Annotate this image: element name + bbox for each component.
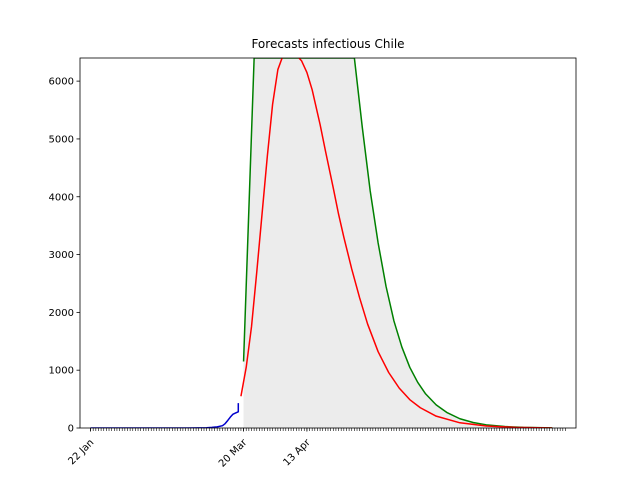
series-line-forecast_upper — [242, 58, 553, 428]
y-tick-label: 2000 — [49, 308, 74, 319]
band-area — [243, 58, 553, 428]
series-layer — [90, 58, 553, 428]
y-tick-label: 6000 — [49, 77, 74, 88]
y-tick-label: 0 — [68, 424, 74, 435]
y-tick-label: 1000 — [49, 366, 74, 377]
series-line-observed — [90, 403, 240, 428]
chart-title: Forecasts infectious Chile — [251, 37, 404, 51]
y-tick-label: 5000 — [49, 134, 74, 145]
y-tick-label: 3000 — [49, 250, 74, 261]
series-line-forecast_central — [240, 58, 553, 428]
confidence-band — [243, 58, 553, 428]
y-tick-label: 4000 — [49, 192, 74, 203]
